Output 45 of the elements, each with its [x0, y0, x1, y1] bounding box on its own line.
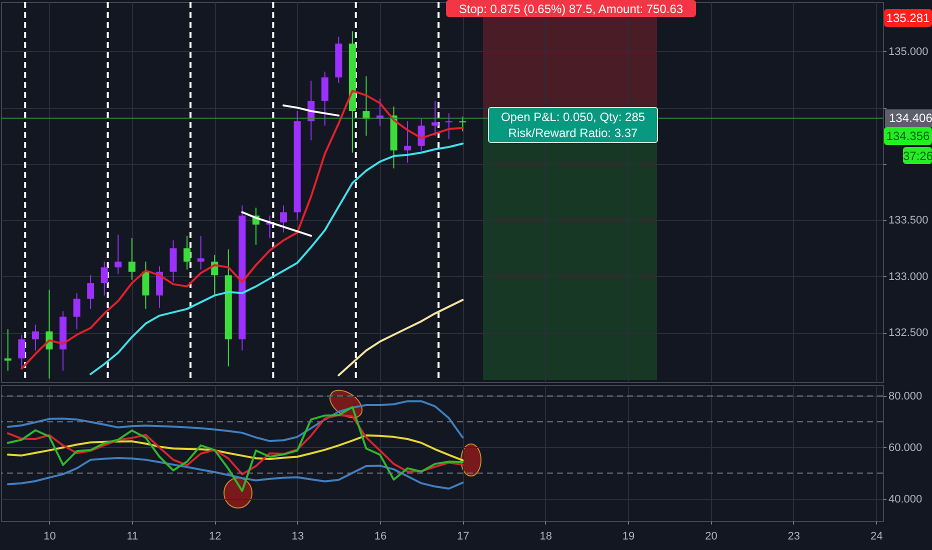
y-tick-label: 133.500 — [888, 214, 928, 227]
x-tick-label: 18 — [540, 530, 552, 542]
line-series — [338, 298, 464, 376]
candlestick — [321, 71, 328, 126]
y-tick-label: 135.000 — [888, 46, 928, 58]
candlestick — [445, 112, 452, 140]
text: 134.356 — [884, 127, 932, 145]
candlestick — [184, 235, 191, 270]
candlestick — [156, 266, 163, 308]
candlestick — [18, 334, 26, 370]
candlestick — [114, 234, 122, 275]
candlestick — [404, 120, 412, 164]
y-tick-label: 60.000 — [888, 442, 922, 454]
candlestick — [73, 292, 80, 330]
candlestick — [459, 116, 466, 132]
candlestick — [87, 274, 94, 310]
x-tick-label: 17 — [457, 530, 470, 542]
line-series — [6, 400, 464, 442]
x-tick-label: 16 — [374, 530, 387, 542]
ref-line-label: 134.406 — [889, 111, 932, 126]
y-tick-label: 132.500 — [888, 327, 928, 340]
candlestick — [170, 240, 177, 282]
line-series — [20, 90, 464, 370]
x-tick-label: 23 — [788, 530, 800, 542]
y-tick-label: 133.000 — [888, 270, 928, 283]
x-tick-label: 24 — [870, 530, 883, 542]
candlestick — [128, 238, 136, 280]
y-tick-label: 80.000 — [888, 390, 922, 403]
candlestick — [280, 204, 288, 233]
x-tick-label: 13 — [292, 530, 304, 542]
candlestick — [100, 261, 108, 296]
x-tick-label: 11 — [126, 530, 138, 542]
x-tick-label: 20 — [705, 530, 718, 542]
line-series — [90, 142, 464, 376]
line-series — [6, 457, 464, 490]
y-tick-label: 40.000 — [888, 493, 922, 506]
candlestick — [418, 118, 425, 151]
annotation: Open P&L: 0.050, Qty: 285 Risk/Reward Ratio: 3.37 — [488, 107, 658, 143]
x-tick-label: 10 — [44, 530, 56, 542]
x-tick-label: 19 — [622, 530, 635, 542]
annotation: Stop: 0.875 (0.65%) 87.5, Amount: 750.63 — [446, 0, 696, 17]
candlestick — [142, 261, 150, 310]
x-tick-label: 12 — [208, 530, 222, 542]
candlestick — [32, 324, 39, 352]
text: 135.281 — [884, 9, 932, 27]
